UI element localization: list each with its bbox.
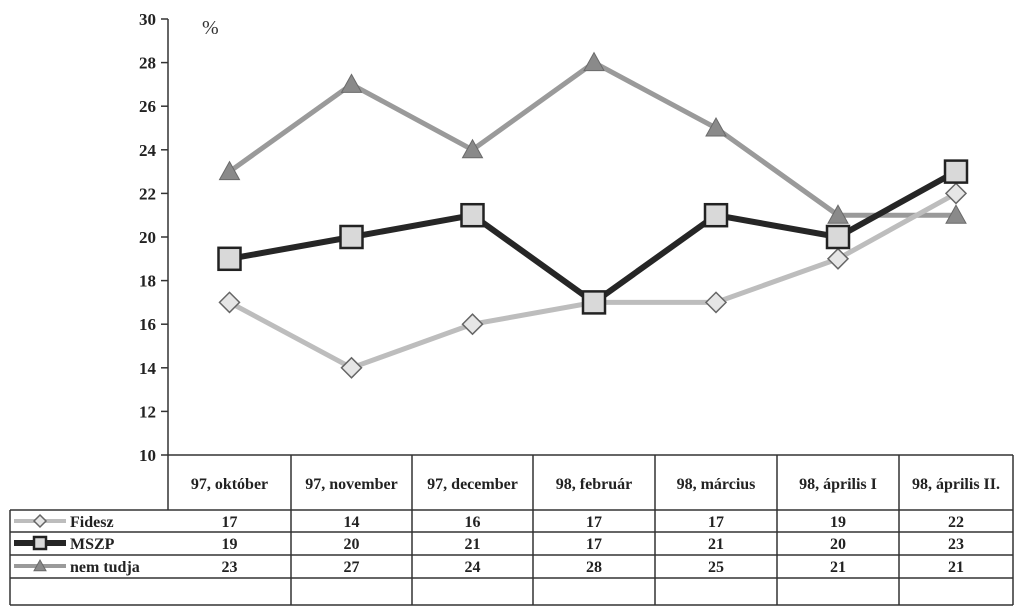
mszp-marker bbox=[825, 224, 851, 250]
nem-tudja-line bbox=[228, 59, 956, 218]
table-cell-value: 23 bbox=[948, 536, 964, 553]
series-name: MSZP bbox=[70, 536, 115, 553]
y-tick-label: 30 bbox=[139, 10, 156, 29]
data-table: 97, október 97, november 97, december 98, f… bbox=[9, 454, 1014, 606]
series-name: Fidesz bbox=[70, 514, 114, 531]
table-cell-value: 19 bbox=[222, 536, 238, 553]
x-category-label: 98, február bbox=[556, 476, 632, 493]
table-cell-value: 28 bbox=[586, 559, 602, 576]
fidesz-marker bbox=[32, 513, 48, 529]
table-cell-value: 27 bbox=[344, 559, 360, 576]
y-tick-label: 22 bbox=[139, 184, 156, 203]
table-cell-value: 19 bbox=[830, 514, 846, 531]
table-cell-value: 17 bbox=[586, 536, 602, 553]
y-tick-label: 28 bbox=[139, 54, 156, 73]
mszp-marker bbox=[943, 159, 969, 184]
mszp-marker bbox=[703, 202, 729, 228]
table-cell-value: 17 bbox=[586, 514, 602, 531]
fidesz-marker bbox=[218, 291, 241, 314]
nem-tudja-marker bbox=[583, 51, 605, 72]
fidesz-line bbox=[228, 191, 958, 371]
series-name: nem tudja bbox=[70, 559, 140, 576]
y-tick-label: 20 bbox=[139, 228, 156, 247]
x-category-label: 98, április I bbox=[799, 476, 877, 493]
nem-tudja-marker bbox=[340, 73, 363, 93]
table-cell-value: 20 bbox=[830, 536, 846, 553]
mszp-marker bbox=[581, 290, 607, 315]
fidesz-marker bbox=[704, 291, 728, 314]
nem-tudja-marker bbox=[945, 204, 967, 224]
mszp-marker bbox=[32, 535, 48, 551]
y-axis-unit-label: % bbox=[202, 17, 219, 39]
table-cell-value: 22 bbox=[948, 514, 964, 531]
mszp-marker bbox=[460, 202, 485, 228]
x-category-label: 97, október bbox=[191, 476, 268, 493]
x-category-label: 97, december bbox=[427, 476, 518, 493]
fidesz-marker bbox=[944, 182, 968, 205]
y-tick-label: 12 bbox=[139, 402, 156, 421]
y-tick-label: 14 bbox=[139, 359, 157, 378]
table-cell-value: 21 bbox=[948, 559, 964, 576]
y-tick-label: 24 bbox=[139, 141, 157, 160]
table-cell-value: 21 bbox=[830, 559, 846, 576]
x-category-label: 97, november bbox=[305, 476, 397, 493]
y-tick-label: 18 bbox=[139, 272, 156, 291]
mszp-marker bbox=[217, 246, 242, 272]
table-cell-value: 24 bbox=[465, 559, 481, 576]
fidesz-marker bbox=[461, 313, 484, 336]
table-cell-value: 14 bbox=[344, 514, 360, 531]
nem-tudja-marker bbox=[827, 204, 849, 224]
table-cell-value: 23 bbox=[222, 559, 238, 576]
fidesz-marker bbox=[826, 247, 850, 270]
table-cell-value: 16 bbox=[465, 514, 481, 531]
y-tick-label: 16 bbox=[139, 315, 156, 334]
y-tick-label: 26 bbox=[139, 97, 156, 116]
nem-tudja-marker bbox=[33, 558, 47, 572]
plot-area bbox=[217, 51, 969, 379]
x-category-label: 98, március bbox=[677, 476, 756, 493]
y-tick-label: 10 bbox=[139, 446, 156, 465]
table-cell-value: 17 bbox=[222, 514, 238, 531]
table-cell-value: 20 bbox=[344, 536, 360, 553]
table-cell-value: 25 bbox=[708, 559, 724, 576]
table-cell-value: 21 bbox=[708, 536, 724, 553]
table-cell-value: 21 bbox=[465, 536, 481, 553]
nem-tudja-marker bbox=[705, 116, 727, 137]
y-axis: 10 12 14 16 18 20 22 24 26 28 30 bbox=[139, 10, 169, 510]
nem-tudja-marker bbox=[461, 138, 484, 159]
table-cell-value: 17 bbox=[708, 514, 724, 531]
fidesz-marker bbox=[340, 356, 363, 379]
nem-tudja-marker bbox=[218, 160, 241, 181]
x-category-label: 98, április II. bbox=[912, 476, 1000, 493]
mszp-marker bbox=[339, 224, 364, 250]
